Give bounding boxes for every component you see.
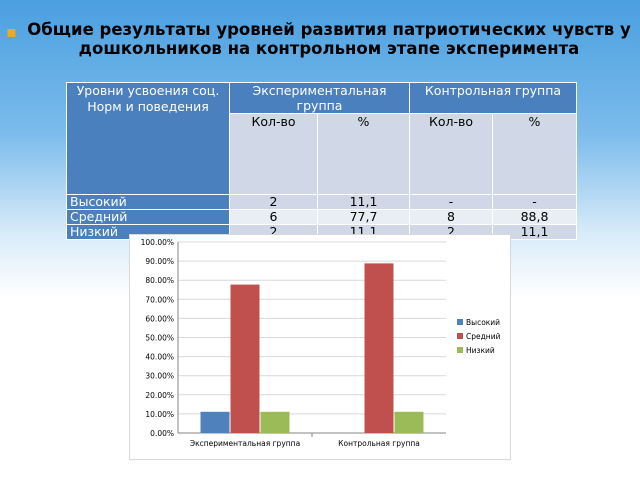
slide-title-text: Общие результаты уровней развития патрио…	[27, 20, 631, 58]
row-label-high: Высокий	[66, 193, 230, 210]
exp-percent-header: %	[317, 113, 410, 195]
table-cell: -	[409, 193, 493, 210]
x-tick-label: Экспериментальная группа	[190, 439, 300, 448]
results-chart: 0.00% 10.00% 20.00% 30.00% 40.00% 50.00% 60.00…	[129, 234, 511, 460]
x-tick-label: Контрольная группа	[338, 439, 420, 448]
experimental-group-header: Экспериментальная группа	[229, 81, 410, 115]
control-group-header: Контрольная группа	[409, 81, 577, 115]
table-cell: 11,1	[492, 223, 577, 241]
y-tick-label: 50.00%	[145, 334, 174, 343]
chart-bar	[364, 263, 394, 433]
row-label-medium: Средний	[66, 208, 230, 225]
y-tick-label: 40.00%	[145, 353, 174, 362]
y-tick-label: 10.00%	[145, 410, 174, 419]
legend-label: Высокий	[466, 318, 500, 327]
chart-bar	[260, 411, 290, 433]
y-tick-label: 20.00%	[145, 391, 174, 400]
legend-swatch	[457, 347, 463, 353]
chart-bar	[230, 284, 260, 433]
y-tick-label: 100.00%	[141, 238, 174, 247]
y-tick-label: 90.00%	[145, 257, 174, 266]
y-tick-label: 0.00%	[150, 429, 174, 438]
legend-label: Низкий	[466, 346, 495, 355]
ctrl-count-header: Кол-во	[409, 113, 493, 195]
table-cell: -	[492, 193, 577, 210]
y-tick-label: 70.00%	[145, 295, 174, 304]
table-cell: 11,1	[317, 193, 410, 210]
table-cell: 77,7	[317, 208, 410, 225]
bullet-icon: ▪	[6, 22, 17, 41]
slide-title: ▪ Общие результаты уровней развития патр…	[6, 20, 632, 58]
chart-bar	[394, 411, 424, 433]
y-tick-label: 80.00%	[145, 276, 174, 285]
y-tick-label: 30.00%	[145, 372, 174, 381]
results-table: Уровни усвоения соц. Норм и поведения Эк…	[66, 81, 577, 241]
ctrl-percent-header: %	[492, 113, 577, 195]
table-cell: 6	[229, 208, 318, 225]
y-tick-label: 60.00%	[145, 314, 174, 323]
legend-swatch	[457, 333, 463, 339]
legend-label: Средний	[466, 332, 501, 341]
table-cell: 2	[229, 193, 318, 210]
levels-header: Уровни усвоения соц. Норм и поведения	[66, 82, 230, 195]
table-cell: 8	[409, 208, 493, 225]
chart-svg: 0.00% 10.00% 20.00% 30.00% 40.00% 50.00% 60.00…	[141, 238, 501, 448]
chart-bar	[200, 411, 230, 433]
table-row: Средний 6 77,7 8 88,8	[66, 208, 577, 225]
exp-count-header: Кол-во	[229, 113, 318, 195]
legend-swatch	[457, 319, 463, 325]
table-cell: 88,8	[492, 208, 577, 225]
table-row: Высокий 2 11,1 - -	[66, 193, 577, 210]
